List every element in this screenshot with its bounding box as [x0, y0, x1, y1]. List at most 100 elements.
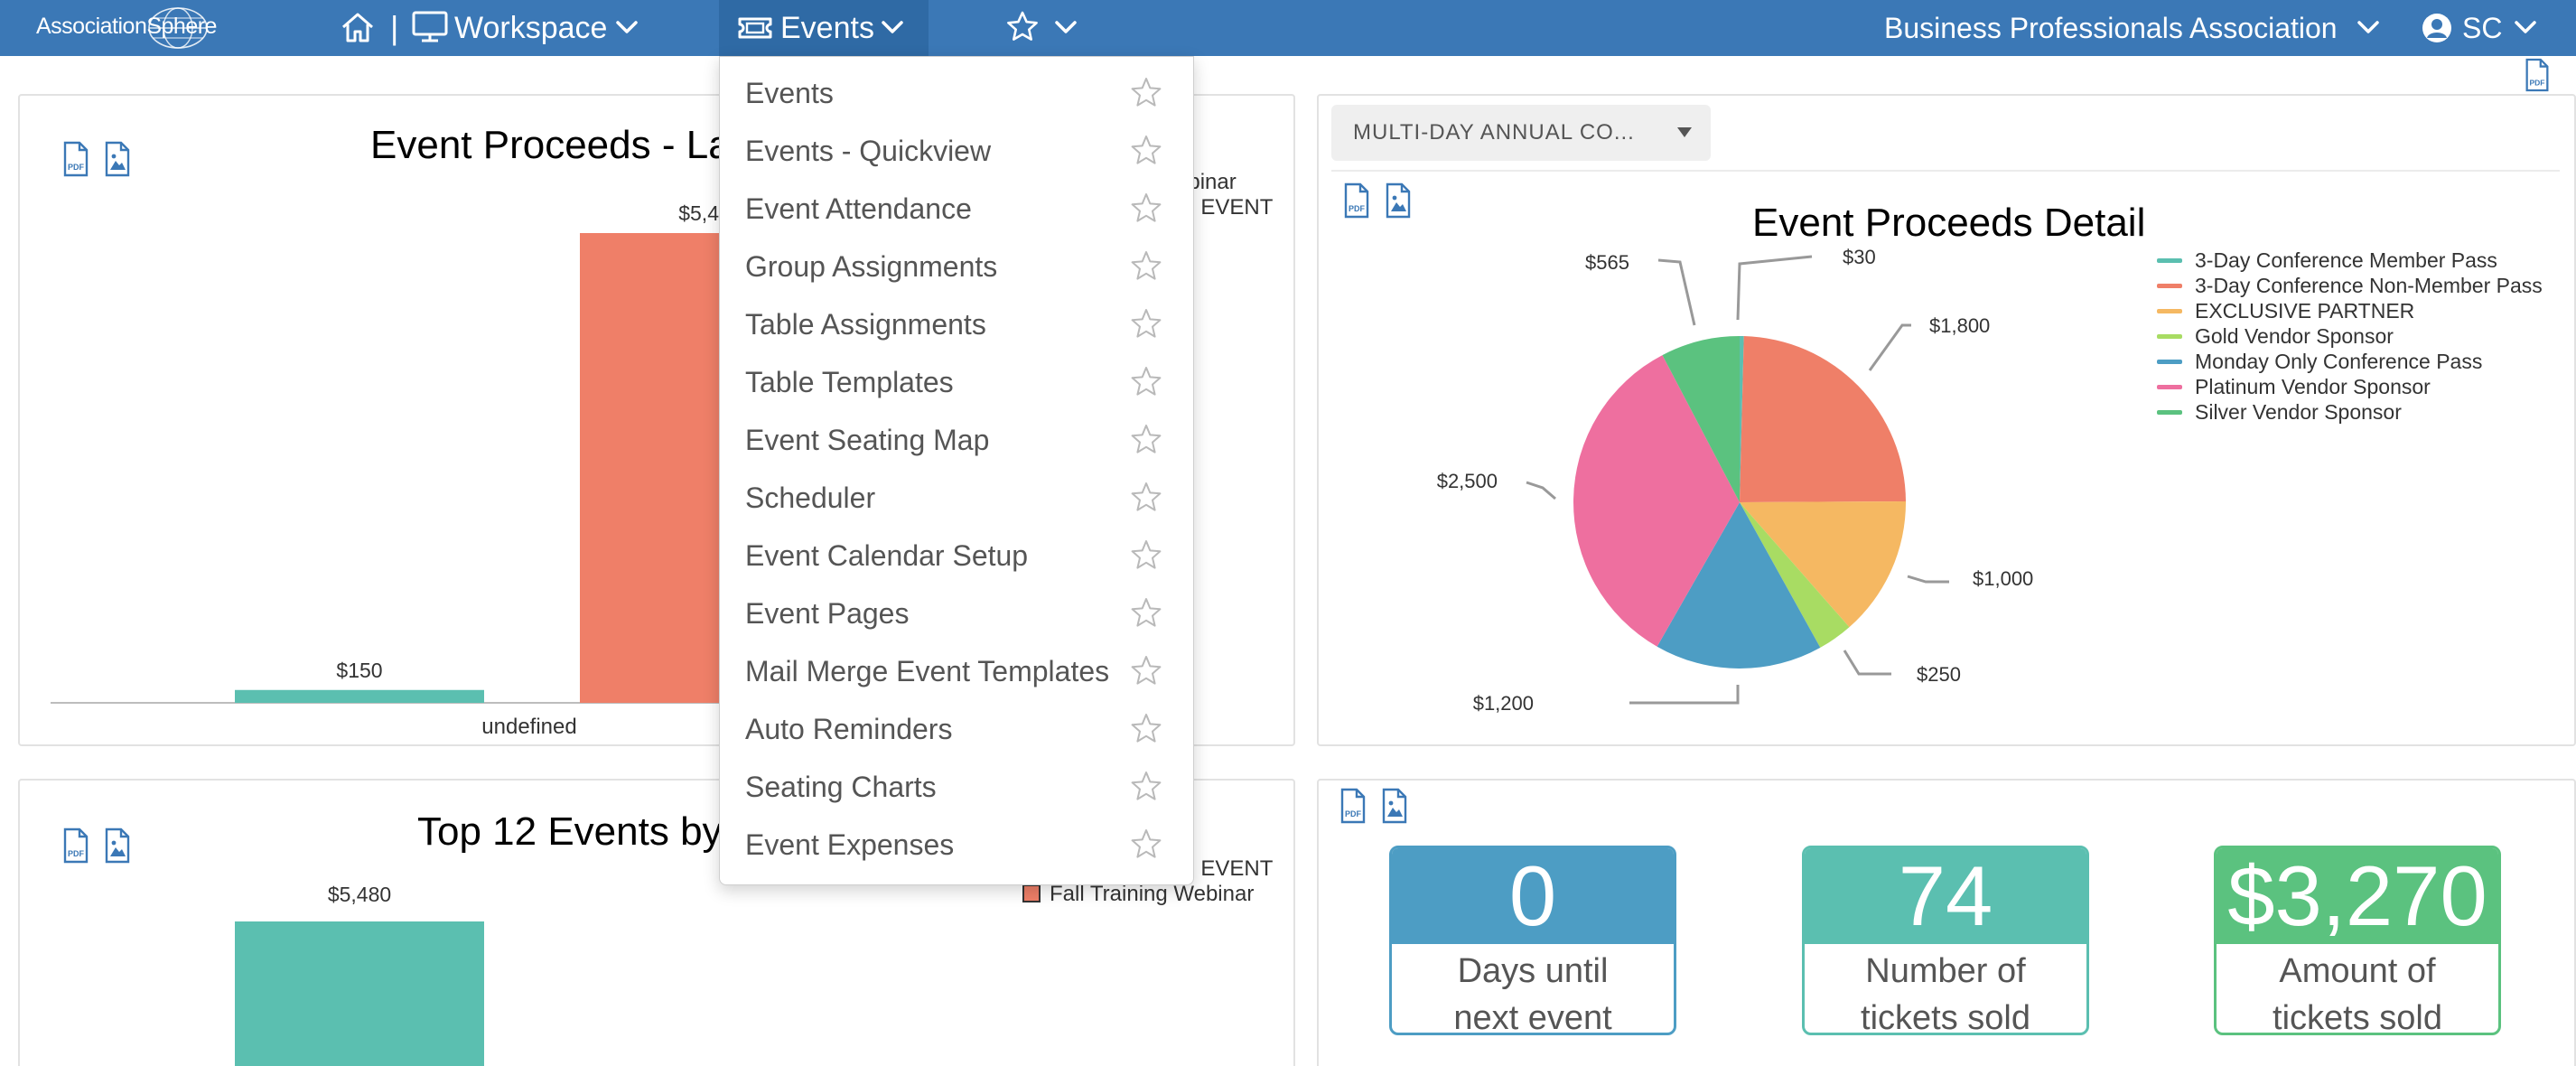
legend-swatch: [2157, 309, 2182, 313]
kpi-label: Number of tickets sold: [1805, 944, 2086, 1035]
favorite-star-icon[interactable]: [1130, 135, 1162, 167]
svg-text:PDF: PDF: [68, 163, 85, 172]
image-export-icon[interactable]: [101, 828, 134, 864]
menu-item-events-quickview[interactable]: Events - Quickview: [720, 122, 1193, 180]
pie-label-connector: [1907, 575, 1949, 584]
menu-item-event-seating-map[interactable]: Event Seating Map: [720, 411, 1193, 469]
legend-swatch: [1022, 884, 1041, 902]
legend-swatch: [2157, 410, 2182, 415]
menu-item-event-calendar-setup[interactable]: Event Calendar Setup: [720, 527, 1193, 584]
menu-item-seating-charts[interactable]: Seating Charts: [720, 758, 1193, 816]
favorites-star-icon[interactable]: [1004, 9, 1041, 45]
event-proceeds-title: Event Proceeds - La: [370, 123, 731, 167]
kpi-label-line: tickets sold: [1861, 999, 2030, 1035]
menu-item-mail-merge-event-templates[interactable]: Mail Merge Event Templates: [720, 642, 1193, 700]
pdf-export-icon[interactable]: PDF: [60, 828, 92, 864]
top-events-bar-chart: $5,480: [235, 883, 484, 1066]
svg-text:PDF: PDF: [1349, 204, 1366, 213]
chevron-down-icon[interactable]: [614, 18, 639, 36]
kpi-label-line: Number of: [1865, 952, 2026, 990]
legend-swatch: [2157, 334, 2182, 339]
favorite-star-icon[interactable]: [1130, 771, 1162, 803]
svg-text:PDF: PDF: [1345, 809, 1362, 818]
favorite-star-icon[interactable]: [1130, 713, 1162, 745]
bar: [235, 689, 484, 703]
event-select-dropdown[interactable]: MULTI-DAY ANNUAL CO...: [1331, 105, 1711, 161]
menu-item-label: Group Assignments: [745, 250, 998, 283]
kpi-number-of-tickets-sold: 74 Number of tickets sold: [1802, 846, 2089, 1035]
chevron-down-icon: [882, 21, 903, 33]
pie-slice-silver-vendor-sponsor[interactable]: [1662, 336, 1740, 502]
pie-slice-gold-vendor-sponsor[interactable]: [1740, 502, 1850, 648]
legend-label: 3-Day Conference Non-Member Pass: [2195, 274, 2543, 297]
pdf-export-icon[interactable]: PDF: [1340, 182, 1373, 219]
pie-label-connector: [1657, 258, 1696, 326]
menu-item-label: Events - Quickview: [745, 135, 992, 167]
favorite-star-icon[interactable]: [1130, 192, 1162, 225]
menu-item-event-attendance[interactable]: Event Attendance: [720, 180, 1193, 238]
user-initials[interactable]: SC: [2462, 12, 2503, 44]
menu-item-auto-reminders[interactable]: Auto Reminders: [720, 700, 1193, 758]
pie-value-label: $2,500: [1437, 470, 1498, 492]
menu-item-label: Mail Merge Event Templates: [745, 655, 1110, 687]
menu-item-event-pages[interactable]: Event Pages: [720, 584, 1193, 642]
favorite-star-icon[interactable]: [1130, 828, 1162, 861]
pie-slice-exclusive-partner[interactable]: [1740, 501, 1906, 628]
top-navigation-bar: AssociationSphere | Workspace: [0, 0, 2576, 56]
favorite-star-icon[interactable]: [1130, 308, 1162, 341]
nav-separator: |: [390, 9, 399, 46]
menu-item-table-assignments[interactable]: Table Assignments: [720, 295, 1193, 353]
x-tick-label: undefined: [481, 715, 576, 739]
bar: [235, 921, 484, 1066]
pie-value-label: $30: [1843, 246, 1876, 268]
pie-value-label: $250: [1917, 663, 1961, 686]
events-label: Events: [780, 11, 874, 45]
pdf-export-icon[interactable]: PDF: [60, 141, 92, 177]
pie-slice-3-day-conference-member-pass[interactable]: [1740, 336, 1744, 502]
caret-down-icon: [1677, 127, 1692, 137]
image-export-icon[interactable]: [101, 141, 134, 177]
divider: [1331, 170, 2560, 172]
legend-item-fall-training-webinar[interactable]: Fall Training Webinar: [1050, 882, 1255, 906]
user-avatar-icon[interactable]: [2421, 12, 2453, 44]
favorite-star-icon[interactable]: [1130, 424, 1162, 456]
svg-text:PDF: PDF: [68, 849, 85, 858]
menu-item-label: Event Seating Map: [745, 424, 990, 456]
pie-slice-monday-only-conference-pass[interactable]: [1657, 502, 1821, 669]
image-export-icon[interactable]: [1378, 788, 1411, 824]
menu-item-group-assignments[interactable]: Group Assignments: [720, 238, 1193, 295]
image-export-icon[interactable]: [1382, 182, 1414, 219]
kpi-label-line: tickets sold: [2273, 999, 2442, 1035]
menu-item-table-templates[interactable]: Table Templates: [720, 353, 1193, 411]
organization-menu[interactable]: Business Professionals Association: [1884, 0, 2338, 56]
chevron-down-icon[interactable]: [1053, 18, 1078, 36]
legend-label: Silver Vendor Sponsor: [2195, 400, 2402, 424]
home-icon[interactable]: [340, 11, 376, 43]
legend-swatch: [2157, 284, 2182, 288]
favorite-star-icon[interactable]: [1130, 482, 1162, 514]
pie-slice-platinum-vendor-sponsor[interactable]: [1573, 355, 1740, 647]
favorite-star-icon[interactable]: [1130, 77, 1162, 109]
menu-item-label: Table Assignments: [745, 308, 986, 341]
events-menu-tab[interactable]: Events: [719, 0, 929, 56]
favorite-star-icon[interactable]: [1130, 366, 1162, 398]
menu-item-label: Event Calendar Setup: [745, 539, 1029, 572]
menu-item-event-expenses[interactable]: Event Expenses: [720, 816, 1193, 874]
pie-slice-3-day-conference-non-member-pass[interactable]: [1740, 336, 1906, 502]
workspace-menu[interactable]: Workspace: [454, 0, 607, 56]
legend-swatch: [2157, 360, 2182, 364]
favorite-star-icon[interactable]: [1130, 250, 1162, 283]
favorite-star-icon[interactable]: [1130, 655, 1162, 687]
legend-label: EXCLUSIVE PARTNER: [2195, 299, 2415, 323]
pdf-export-icon[interactable]: PDF: [1337, 788, 1369, 824]
menu-item-label: Event Expenses: [745, 828, 955, 861]
kpi-label-line: next event: [1453, 999, 1612, 1035]
legend-swatch: [2157, 258, 2182, 263]
menu-item-scheduler[interactable]: Scheduler: [720, 469, 1193, 527]
pdf-export-icon[interactable]: PDF: [2522, 58, 2553, 92]
menu-item-events[interactable]: Events: [720, 64, 1193, 122]
chevron-down-icon[interactable]: [2513, 18, 2538, 36]
favorite-star-icon[interactable]: [1130, 539, 1162, 572]
favorite-star-icon[interactable]: [1130, 597, 1162, 630]
chevron-down-icon[interactable]: [2356, 18, 2381, 36]
